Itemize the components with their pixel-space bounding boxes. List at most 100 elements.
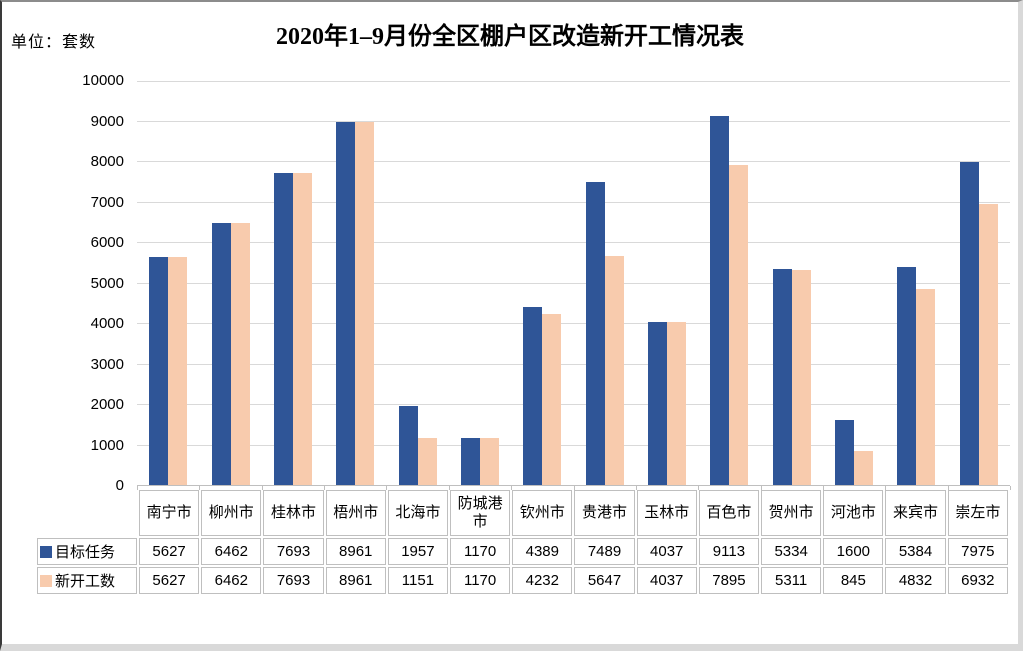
data-table-body: 目标任务 5627 6462 7693 8961 1957 1170 4389 7489 4037… bbox=[37, 538, 1008, 594]
y-tick-label: 10000 bbox=[82, 72, 124, 89]
gridline bbox=[137, 202, 1010, 203]
bar-series1-2 bbox=[211, 223, 231, 485]
city-header-cell: 桂林市 bbox=[263, 490, 324, 536]
value-cell: 5627 bbox=[139, 567, 200, 594]
bar-series1-6 bbox=[460, 437, 480, 485]
bar-series2-13 bbox=[916, 289, 936, 485]
city-header-cell: 崇左市 bbox=[947, 490, 1008, 536]
value-cell: 6462 bbox=[201, 538, 262, 565]
x-axis-tick bbox=[137, 486, 138, 490]
bar-series1-1 bbox=[149, 257, 169, 485]
series-row-2: 新开工数 5627 6462 7693 8961 1151 1170 4232 5647 4037… bbox=[37, 567, 1008, 594]
bar-series1-3 bbox=[273, 173, 293, 485]
city-header-cell: 来宾市 bbox=[885, 490, 946, 536]
y-tick-label: 1000 bbox=[90, 437, 124, 454]
value-cell: 5627 bbox=[139, 538, 200, 565]
bar-series2-9 bbox=[667, 321, 687, 485]
value-cell: 7489 bbox=[574, 538, 635, 565]
x-axis-tick bbox=[636, 486, 637, 490]
city-header-cell: 河池市 bbox=[823, 490, 884, 536]
x-axis-line bbox=[137, 485, 1010, 486]
city-header-cell: 贵港市 bbox=[574, 490, 635, 536]
x-axis-tick bbox=[386, 486, 387, 490]
value-cell: 1170 bbox=[450, 538, 511, 565]
y-tick-label: 3000 bbox=[90, 356, 124, 373]
bar-series2-14 bbox=[978, 204, 998, 485]
table-corner-cell bbox=[37, 490, 137, 536]
bar-series1-13 bbox=[897, 266, 917, 485]
city-header-cell: 梧州市 bbox=[325, 490, 386, 536]
y-tick-label: 8000 bbox=[90, 153, 124, 170]
value-cell: 7975 bbox=[947, 538, 1008, 565]
bar-series1-5 bbox=[398, 405, 418, 485]
value-cell: 1600 bbox=[823, 538, 884, 565]
gridline bbox=[137, 242, 1010, 243]
legend-swatch bbox=[40, 574, 52, 587]
legend-inner: 目标任务 bbox=[38, 541, 136, 562]
bar-series1-10 bbox=[710, 115, 730, 485]
x-axis-tick bbox=[574, 486, 575, 490]
value-cell: 4037 bbox=[636, 567, 697, 594]
value-cell: 1151 bbox=[387, 567, 449, 594]
bar-series1-8 bbox=[585, 181, 605, 485]
y-axis-labels: 0 1000 2000 3000 4000 5000 6000 7000 8000 9000 100… bbox=[2, 72, 130, 494]
bar-series2-5 bbox=[417, 438, 437, 485]
value-cell: 7895 bbox=[698, 567, 760, 594]
legend-series-name: 新开工数 bbox=[55, 573, 116, 590]
value-cell: 6462 bbox=[201, 567, 262, 594]
value-cell: 5647 bbox=[574, 567, 635, 594]
x-axis-tick bbox=[698, 486, 699, 490]
y-tick-label: 4000 bbox=[90, 315, 124, 332]
bar-series2-3 bbox=[292, 173, 312, 485]
value-cell: 1957 bbox=[387, 538, 449, 565]
gridline bbox=[137, 121, 1010, 122]
value-cell: 4389 bbox=[512, 538, 573, 565]
x-axis-tick bbox=[262, 486, 263, 490]
legend-swatch bbox=[40, 545, 52, 558]
value-cell: 4832 bbox=[885, 567, 946, 594]
x-axis-tick bbox=[1010, 486, 1011, 490]
gridline bbox=[137, 81, 1010, 82]
value-cell: 5384 bbox=[885, 538, 946, 565]
data-table: 南宁市 柳州市 桂林市 梧州市 北海市 防城港市 钦州市 贵港市 玉林市 百色市 贺州市 河池市 来宾市… bbox=[35, 488, 1010, 596]
value-cell: 845 bbox=[823, 567, 884, 594]
city-header-row: 南宁市 柳州市 桂林市 梧州市 北海市 防城港市 钦州市 贵港市 玉林市 百色市 贺州市 河池市 来宾市… bbox=[37, 490, 1008, 536]
bar-series2-1 bbox=[168, 257, 188, 485]
series-row-1: 目标任务 5627 6462 7693 8961 1957 1170 4389 7489 4037… bbox=[37, 538, 1008, 565]
gridline bbox=[137, 161, 1010, 162]
x-axis-tick bbox=[823, 486, 824, 490]
x-axis-tick bbox=[324, 486, 325, 490]
bar-series2-10 bbox=[729, 165, 749, 485]
bar-series1-4 bbox=[336, 122, 356, 485]
gridline bbox=[137, 323, 1010, 324]
city-header-cell: 防城港市 bbox=[450, 490, 511, 536]
y-tick-label: 2000 bbox=[90, 396, 124, 413]
city-header-cell: 百色市 bbox=[698, 490, 760, 536]
x-axis-tick bbox=[761, 486, 762, 490]
bar-series2-4 bbox=[355, 122, 375, 485]
city-header-cell: 柳州市 bbox=[201, 490, 262, 536]
value-cell: 7693 bbox=[263, 567, 324, 594]
value-cell: 8961 bbox=[325, 538, 386, 565]
y-tick-label: 6000 bbox=[90, 234, 124, 251]
y-tick-label: 9000 bbox=[90, 113, 124, 130]
bar-series2-2 bbox=[230, 223, 250, 485]
gridline bbox=[137, 445, 1010, 446]
value-cell: 8961 bbox=[325, 567, 386, 594]
y-tick-label: 0 bbox=[115, 477, 124, 494]
value-cell: 4037 bbox=[636, 538, 697, 565]
legend-inner: 新开工数 bbox=[38, 570, 136, 591]
gridline bbox=[137, 404, 1010, 405]
x-axis-tick bbox=[948, 486, 949, 490]
bar-series2-7 bbox=[542, 313, 562, 485]
city-header-cell: 南宁市 bbox=[139, 490, 200, 536]
value-cell: 1170 bbox=[450, 567, 511, 594]
y-tick-label: 5000 bbox=[90, 275, 124, 292]
value-cell: 9113 bbox=[698, 538, 760, 565]
value-cell: 6932 bbox=[947, 567, 1008, 594]
unit-label: 单位：套数 bbox=[11, 34, 97, 51]
legend-cell: 目标任务 bbox=[37, 538, 137, 565]
value-cell: 4232 bbox=[512, 567, 573, 594]
city-header-cell: 北海市 bbox=[387, 490, 449, 536]
